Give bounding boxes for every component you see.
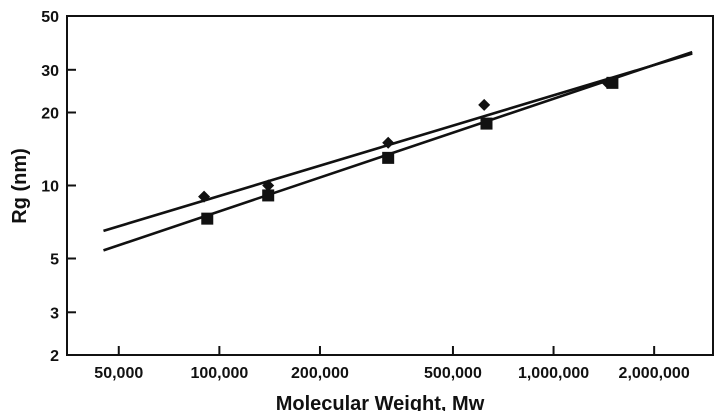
y-axis-title: Rg (nm) xyxy=(9,148,31,224)
square-point xyxy=(606,76,619,89)
x-tick-label: 500,000 xyxy=(424,365,482,382)
square-point xyxy=(382,151,395,164)
y-tick-label: 3 xyxy=(50,305,59,322)
diamond-point xyxy=(198,190,211,203)
y-tick-label: 2 xyxy=(50,348,59,365)
square-point xyxy=(480,117,493,130)
y-tick-label: 50 xyxy=(41,9,59,26)
plot-frame xyxy=(66,15,714,356)
y-tick-label: 5 xyxy=(50,251,59,268)
square-point xyxy=(262,189,275,202)
x-tick-label: 200,000 xyxy=(291,365,349,382)
y-tick-label: 30 xyxy=(41,63,59,80)
fit-line-diamond xyxy=(103,52,693,233)
y-axis-ticks: 2 3 5 10 20 30 50 xyxy=(41,9,76,365)
x-tick-label: 50,000 xyxy=(94,365,143,382)
x-tick-label: 2,000,000 xyxy=(619,365,690,382)
y-tick-label: 20 xyxy=(41,106,59,123)
square-point xyxy=(201,212,214,225)
x-axis-title: Molecular Weight, Mw xyxy=(276,393,485,411)
y-tick-label: 10 xyxy=(41,179,59,196)
data-markers xyxy=(198,76,619,225)
x-tick-label: 1,000,000 xyxy=(518,365,589,382)
diamond-point xyxy=(382,136,395,149)
x-tick-label: 100,000 xyxy=(190,365,248,382)
diamond-point xyxy=(478,98,491,111)
diamond-point xyxy=(262,179,275,192)
x-axis-ticks: 50,000 100,000 200,000 500,000 1,000,000 2,00… xyxy=(94,346,690,382)
